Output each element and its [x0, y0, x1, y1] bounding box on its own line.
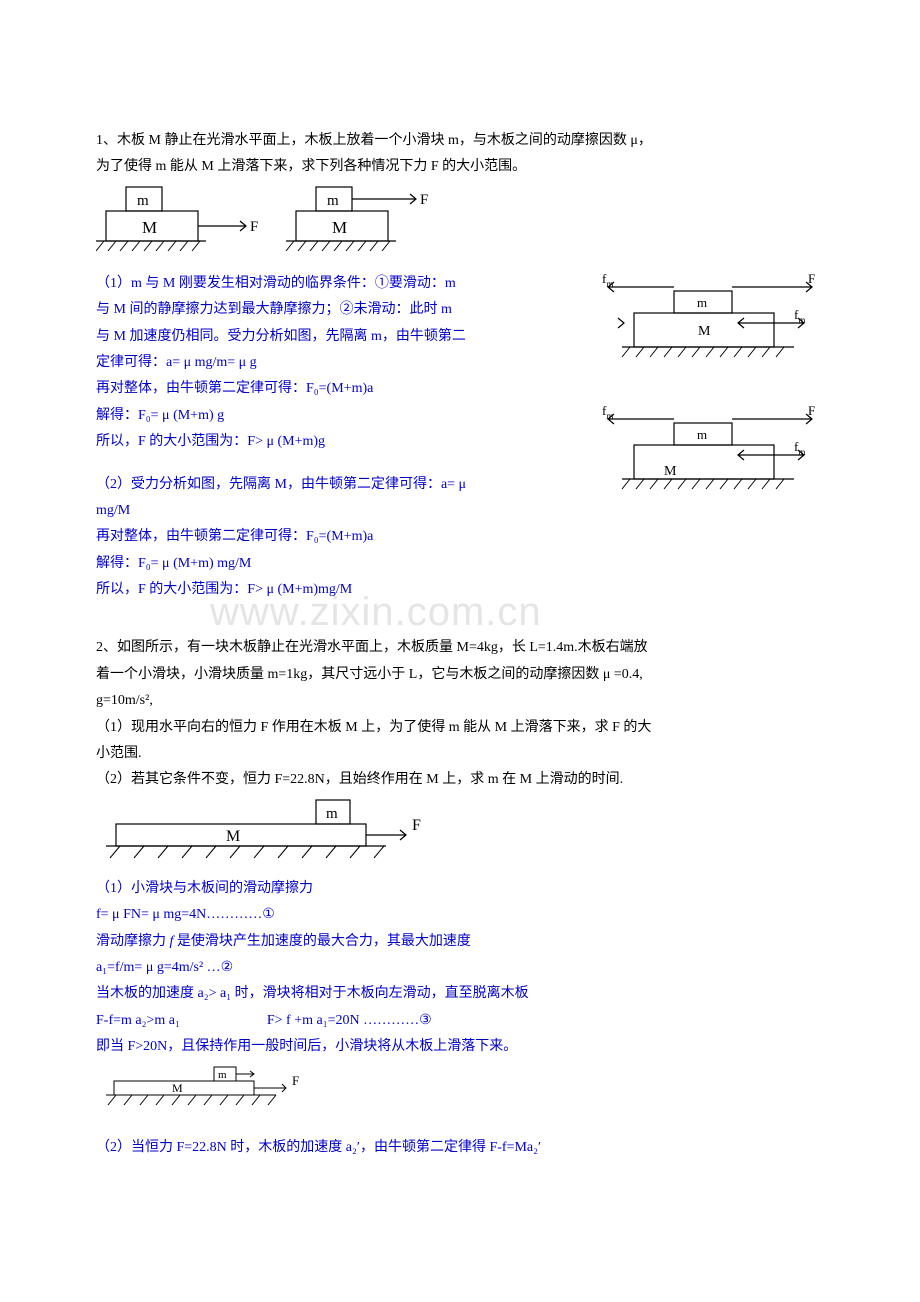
p2-stmt-l5: 小范围.: [96, 743, 824, 765]
p2-sol1-l3b: 是使滑块产生加速度的最大合力，其最大加速度: [173, 934, 471, 949]
p2-stmt-l4: （1）现用水平向右的恒力 F 作用在木板 M 上，为了使得 m 能从 M 上滑落…: [96, 717, 824, 739]
fb1-fm-side: fm: [794, 307, 805, 325]
p2-sol1-l5: 当木板的加速度 a₂> a₁ 时，滑块将相对于木板向左滑动，直至脱离木板: [96, 983, 824, 1005]
p1d2-F-label: F: [420, 192, 428, 208]
fb1-F: F: [808, 273, 815, 286]
fb2-fm-side: fm: [794, 439, 805, 457]
p2d2-m: m: [218, 1069, 227, 1081]
p2-stmt-l6: （2）若其它条件不变，恒力 F=22.8N，且始终作用在 M 上，求 m 在 M…: [96, 769, 824, 791]
p2-diagram2-svg: m M F: [96, 1065, 326, 1111]
p1-statement-l1: 1、木板 M 静止在光滑水平面上，木板上放着一个小滑块 m，与木板之间的动摩擦因…: [96, 130, 824, 152]
p2-stmt-l2: 着一个小滑块，小滑块质量 m=1kg，其尺寸远小于 L，它与木板之间的动摩擦因数…: [96, 664, 824, 686]
p2d-F: F: [412, 817, 421, 834]
p1-sol2-l5: 所以，F 的大小范围为：F> μ (M+m)mg/M: [96, 579, 824, 601]
p1-freebody-1: m fm F M: [594, 273, 824, 383]
p1d2-m-label: m: [327, 193, 339, 209]
document-content: 1、木板 M 静止在光滑水平面上，木板上放着一个小滑块 m，与木板之间的动摩擦因…: [96, 130, 824, 1159]
fb2-F: F: [808, 405, 815, 418]
p2-diagram2: m M F: [96, 1065, 824, 1111]
p2-stmt-l1: 2、如图所示，有一块木板静止在光滑水平面上，木板质量 M=4kg，长 L=1.4…: [96, 637, 824, 659]
p2-sol1-l6b: F> f +m a₁=20N …………③: [267, 1013, 432, 1028]
p2-diagram: m M F: [96, 798, 824, 868]
p1-fb2-svg: m fm F M fm: [594, 405, 824, 515]
p2d-M: M: [226, 828, 240, 845]
p1-diagrams-svg: m M F m: [96, 185, 436, 263]
fb1-M: M: [698, 324, 711, 339]
p2-sol1-l3: 滑动摩擦力 f 是使滑块产生加速度的最大合力，其最大加速度: [96, 931, 824, 953]
fb1-m: m: [697, 295, 707, 310]
p2d2-F: F: [292, 1073, 299, 1088]
p2-sol2-l1: （2）当恒力 F=22.8N 时，木板的加速度 a₂′，由牛顿第二定律得 F-f…: [96, 1137, 824, 1159]
fb2-fm-left: fm: [602, 405, 613, 421]
fb2-m: m: [697, 427, 707, 442]
p2-diagram-svg: m M F: [96, 798, 436, 868]
fb2-M: M: [664, 464, 677, 479]
p2-sol1-l1: （1）小滑块与木板间的滑动摩擦力: [96, 878, 824, 900]
p1-freebody-2: m fm F M fm: [594, 405, 824, 515]
p2-sol1-l7: 即当 F>20N，且保持作用一般时间后，小滑块将从木板上滑落下来。: [96, 1036, 824, 1058]
p2-sol1-l2: f= μ FN= μ mg=4N…………①: [96, 904, 824, 926]
p2-stmt-l3: g=10m/s²,: [96, 690, 824, 712]
p2-sol1-l4: a₁=f/m= μ g=4m/s² …②: [96, 957, 824, 979]
p2-sol1-l6: F-f=m a₂>m a₁ F> f +m a₁=20N …………③: [96, 1010, 824, 1032]
p1-sol2-l4: 解得：F₀= μ (M+m) mg/M: [96, 553, 824, 575]
p1d1-F-label: F: [250, 219, 258, 235]
p2-sol1-l6a: F-f=m a₂>m a₁: [96, 1013, 180, 1028]
fb1-fm-left: fm: [602, 273, 613, 289]
p1-sol2-l3: 再对整体，由牛顿第二定律可得：F₀=(M+m)a: [96, 526, 824, 548]
p1d1-m-label: m: [137, 193, 149, 209]
p2d2-M: M: [172, 1081, 183, 1095]
p1-statement-l2: 为了使得 m 能从 M 上滑落下来，求下列各种情况下力 F 的大小范围。: [96, 156, 824, 178]
p2d-m: m: [326, 806, 338, 822]
p1-fb1-svg: m fm F M: [594, 273, 824, 383]
p2-sol1-l3a: 滑动摩擦力: [96, 934, 170, 949]
p1d2-M-label: M: [332, 218, 347, 237]
p1d1-M-label: M: [142, 218, 157, 237]
p1-diagram-row: m M F m: [96, 185, 824, 263]
